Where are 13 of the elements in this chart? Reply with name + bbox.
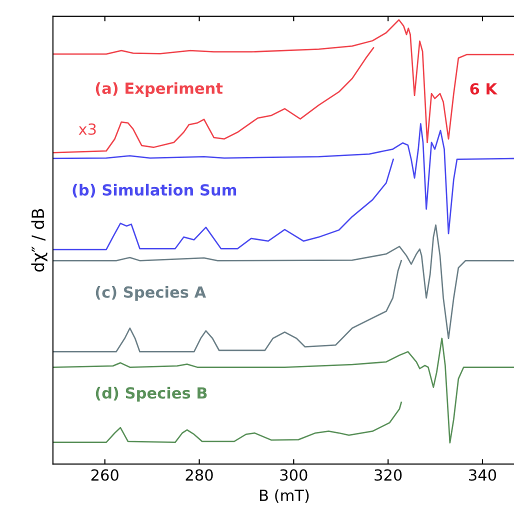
series-label: (c) Species A xyxy=(96,286,206,301)
x-tick-label: 320 xyxy=(374,469,402,481)
x-tick-label: 300 xyxy=(280,469,308,481)
x-tick-label: 340 xyxy=(469,469,496,481)
x-axis-title: B (mT) xyxy=(260,489,309,503)
annotation: 6 K xyxy=(470,83,498,95)
x-tick-label: 260 xyxy=(91,469,118,481)
series-label: (d) Species B xyxy=(96,386,207,402)
series-label: (a) Experiment xyxy=(96,82,223,97)
annotation: x3 xyxy=(78,123,96,135)
x-tick-label: 280 xyxy=(186,469,213,481)
series-label: (b) Simulation Sum xyxy=(72,184,236,198)
y-axis-title: dχ″ / dB xyxy=(31,209,48,272)
